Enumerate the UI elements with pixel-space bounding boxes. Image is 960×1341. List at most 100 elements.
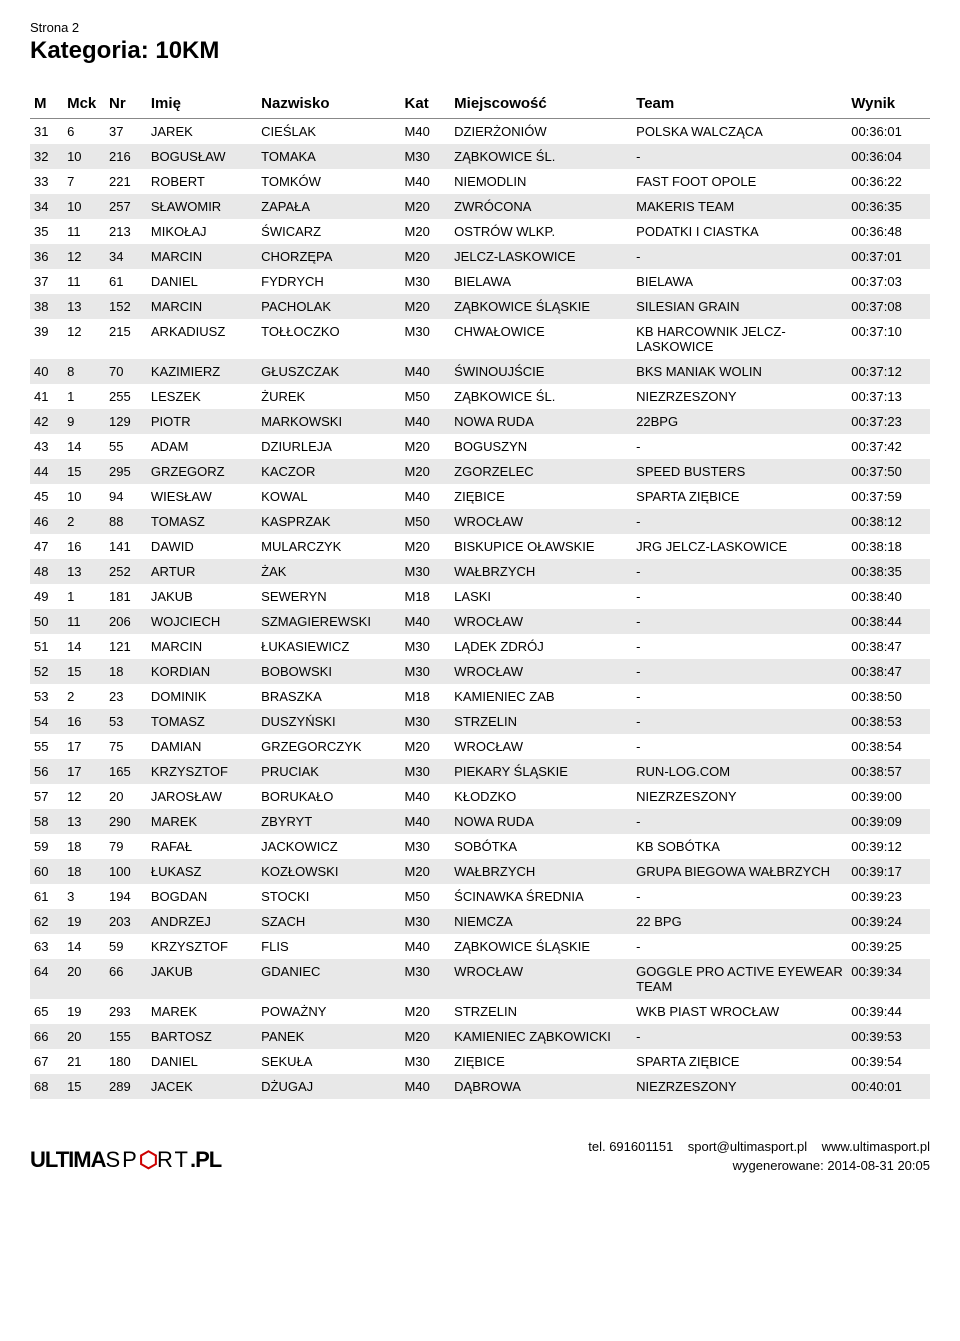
cell-imie: DANIEL xyxy=(147,269,257,294)
cell-nr: 290 xyxy=(105,809,147,834)
cell-wynik: 00:37:01 xyxy=(847,244,930,269)
cell-m: 37 xyxy=(30,269,63,294)
cell-mck: 19 xyxy=(63,909,105,934)
cell-naz: SEWERYN xyxy=(257,584,400,609)
cell-team: - xyxy=(632,934,847,959)
table-row: 541653TOMASZDUSZYŃSKIM30STRZELIN-00:38:5… xyxy=(30,709,930,734)
cell-miejsc: ZĄBKOWICE ŚL. xyxy=(450,384,632,409)
cell-nr: 221 xyxy=(105,169,147,194)
cell-miejsc: WROCŁAW xyxy=(450,609,632,634)
footer-right: tel. 691601151 sport@ultimasport.pl www.… xyxy=(588,1139,930,1173)
col-m: M xyxy=(30,89,63,119)
cell-naz: SZMAGIEREWSKI xyxy=(257,609,400,634)
footer-website: www.ultimasport.pl xyxy=(822,1139,930,1154)
cell-miejsc: LASKI xyxy=(450,584,632,609)
cell-mck: 10 xyxy=(63,144,105,169)
cell-kat: M50 xyxy=(401,509,451,534)
cell-naz: SEKUŁA xyxy=(257,1049,400,1074)
cell-wynik: 00:39:12 xyxy=(847,834,930,859)
cell-kat: M30 xyxy=(401,834,451,859)
cell-kat: M20 xyxy=(401,294,451,319)
cell-naz: ZAPAŁA xyxy=(257,194,400,219)
cell-m: 33 xyxy=(30,169,63,194)
cell-kat: M30 xyxy=(401,144,451,169)
cell-miejsc: KŁODZKO xyxy=(450,784,632,809)
cell-nr: 70 xyxy=(105,359,147,384)
cell-mck: 7 xyxy=(63,169,105,194)
cell-miejsc: NOWA RUDA xyxy=(450,809,632,834)
table-row: 431455ADAMDZIURLEJAM20BOGUSZYN-00:37:42 xyxy=(30,434,930,459)
cell-nr: 23 xyxy=(105,684,147,709)
page-number: Strona 2 xyxy=(30,20,930,35)
cell-naz: GŁUSZCZAK xyxy=(257,359,400,384)
cell-wynik: 00:37:59 xyxy=(847,484,930,509)
footer-contact: tel. 691601151 sport@ultimasport.pl www.… xyxy=(588,1139,930,1154)
cell-nr: 257 xyxy=(105,194,147,219)
cell-naz: ŻUREK xyxy=(257,384,400,409)
cell-naz: BORUKAŁO xyxy=(257,784,400,809)
footer-email: sport@ultimasport.pl xyxy=(688,1139,807,1154)
cell-imie: DAMIAN xyxy=(147,734,257,759)
cell-team: JRG JELCZ-LASKOWICE xyxy=(632,534,847,559)
cell-m: 42 xyxy=(30,409,63,434)
cell-m: 32 xyxy=(30,144,63,169)
cell-naz: CHORZĘPA xyxy=(257,244,400,269)
cell-imie: ARTUR xyxy=(147,559,257,584)
cell-nr: 75 xyxy=(105,734,147,759)
cell-naz: POWAŻNY xyxy=(257,999,400,1024)
cell-team: - xyxy=(632,884,847,909)
cell-kat: M30 xyxy=(401,634,451,659)
table-row: 551775DAMIANGRZEGORCZYKM20WROCŁAW-00:38:… xyxy=(30,734,930,759)
cell-naz: DŻUGAJ xyxy=(257,1074,400,1099)
table-row: 3813152MARCINPACHOLAKM20ZĄBKOWICE ŚLĄSKI… xyxy=(30,294,930,319)
cell-miejsc: CHWAŁOWICE xyxy=(450,319,632,359)
table-row: 521518KORDIANBOBOWSKIM30WROCŁAW-00:38:47 xyxy=(30,659,930,684)
cell-kat: M40 xyxy=(401,484,451,509)
cell-mck: 1 xyxy=(63,384,105,409)
cell-wynik: 00:37:03 xyxy=(847,269,930,294)
cell-kat: M40 xyxy=(401,934,451,959)
cell-imie: MARCIN xyxy=(147,244,257,269)
table-row: 371161DANIELFYDRYCHM30BIELAWABIELAWA00:3… xyxy=(30,269,930,294)
cell-miejsc: JELCZ-LASKOWICE xyxy=(450,244,632,269)
cell-kat: M18 xyxy=(401,584,451,609)
cell-kat: M40 xyxy=(401,409,451,434)
cell-team: FAST FOOT OPOLE xyxy=(632,169,847,194)
cell-miejsc: WROCŁAW xyxy=(450,659,632,684)
col-nr: Nr xyxy=(105,89,147,119)
cell-miejsc: ZGORZELEC xyxy=(450,459,632,484)
cell-wynik: 00:39:00 xyxy=(847,784,930,809)
cell-wynik: 00:38:35 xyxy=(847,559,930,584)
col-nazwisko: Nazwisko xyxy=(257,89,400,119)
cell-m: 57 xyxy=(30,784,63,809)
cell-m: 46 xyxy=(30,509,63,534)
cell-naz: MARKOWSKI xyxy=(257,409,400,434)
cell-m: 41 xyxy=(30,384,63,409)
cell-miejsc: WROCŁAW xyxy=(450,509,632,534)
cell-imie: BARTOSZ xyxy=(147,1024,257,1049)
table-row: 591879RAFAŁJACKOWICZM30SOBÓTKAKB SOBÓTKA… xyxy=(30,834,930,859)
cell-imie: MAREK xyxy=(147,809,257,834)
cell-imie: TOMASZ xyxy=(147,709,257,734)
cell-imie: WOJCIECH xyxy=(147,609,257,634)
cell-m: 45 xyxy=(30,484,63,509)
cell-naz: STOCKI xyxy=(257,884,400,909)
table-row: 3410257SŁAWOMIRZAPAŁAM20ZWRÓCONAMAKERIS … xyxy=(30,194,930,219)
cell-nr: 255 xyxy=(105,384,147,409)
cell-wynik: 00:37:50 xyxy=(847,459,930,484)
cell-mck: 10 xyxy=(63,484,105,509)
cell-imie: GRZEGORZ xyxy=(147,459,257,484)
cell-kat: M40 xyxy=(401,609,451,634)
cell-wynik: 00:38:47 xyxy=(847,634,930,659)
cell-imie: ANDRZEJ xyxy=(147,909,257,934)
logo-text-1: ULTIMA xyxy=(30,1147,105,1172)
cell-mck: 12 xyxy=(63,319,105,359)
cell-nr: 203 xyxy=(105,909,147,934)
table-row: 5011206WOJCIECHSZMAGIEREWSKIM40WROCŁAW-0… xyxy=(30,609,930,634)
cell-wynik: 00:39:23 xyxy=(847,884,930,909)
cell-nr: 206 xyxy=(105,609,147,634)
cell-nr: 215 xyxy=(105,319,147,359)
cell-team: - xyxy=(632,509,847,534)
cell-naz: JACKOWICZ xyxy=(257,834,400,859)
cell-kat: M20 xyxy=(401,194,451,219)
